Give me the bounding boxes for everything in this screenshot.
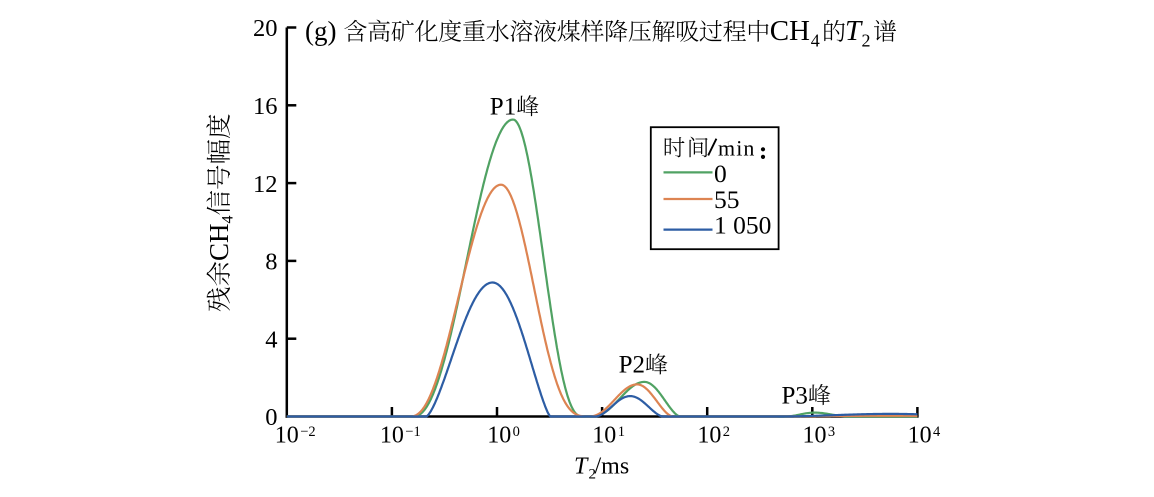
svg-text:10: 10: [803, 423, 827, 449]
svg-text:10: 10: [487, 423, 511, 449]
svg-text:P1: P1: [490, 94, 516, 121]
svg-text:4: 4: [933, 424, 941, 440]
svg-text:4: 4: [811, 31, 820, 51]
svg-text:2: 2: [723, 424, 730, 440]
svg-text:T: T: [845, 15, 863, 47]
svg-text:4: 4: [265, 326, 277, 353]
svg-text:0: 0: [265, 404, 277, 431]
svg-text:10: 10: [592, 423, 616, 449]
svg-text:P2: P2: [619, 352, 645, 379]
svg-text:10: 10: [275, 423, 299, 449]
svg-text:CH: CH: [770, 15, 810, 47]
svg-text:CH: CH: [204, 223, 234, 261]
svg-text:2: 2: [862, 31, 871, 51]
svg-text:1 050: 1 050: [714, 211, 771, 240]
svg-text:10: 10: [380, 423, 404, 449]
svg-text:min: min: [718, 136, 756, 161]
svg-text:0: 0: [513, 424, 520, 440]
svg-text:10: 10: [697, 423, 721, 449]
svg-text:12: 12: [253, 171, 278, 198]
svg-text:20: 20: [253, 15, 278, 42]
svg-text:/ms: /ms: [595, 454, 630, 480]
svg-text:(g): (g): [305, 16, 336, 46]
svg-text:1: 1: [618, 424, 625, 440]
svg-text:2: 2: [589, 466, 597, 482]
svg-text:55: 55: [714, 185, 740, 214]
svg-text:3: 3: [828, 424, 835, 440]
svg-text:P3: P3: [782, 382, 808, 409]
svg-text:16: 16: [253, 93, 278, 120]
svg-text:−2: −2: [300, 424, 315, 440]
svg-text:10: 10: [908, 423, 932, 449]
svg-text:−1: −1: [405, 424, 420, 440]
svg-text:4: 4: [220, 216, 237, 224]
svg-text:0: 0: [714, 159, 727, 188]
svg-text:T: T: [574, 454, 589, 480]
svg-text:8: 8: [265, 249, 277, 276]
